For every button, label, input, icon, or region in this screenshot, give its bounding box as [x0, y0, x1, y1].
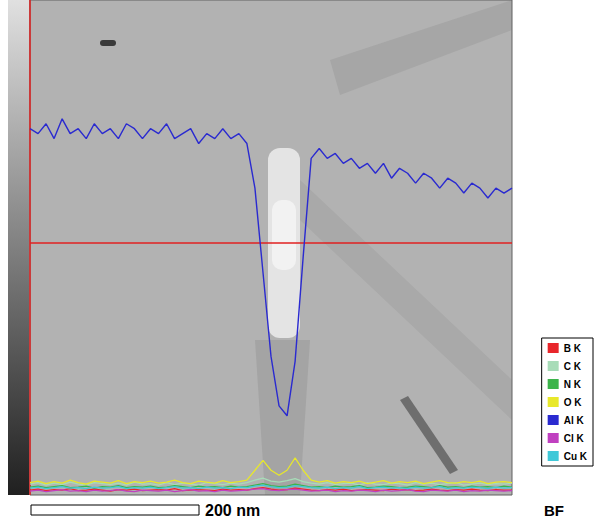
svg-text:200 nm: 200 nm	[205, 502, 260, 519]
svg-text:BF: BF	[544, 502, 564, 519]
svg-text:Al K: Al K	[564, 415, 585, 426]
svg-text:Cl K: Cl K	[564, 433, 585, 444]
svg-text:B K: B K	[564, 343, 582, 354]
svg-text:C K: C K	[564, 361, 582, 372]
svg-text:O K: O K	[564, 397, 583, 408]
svg-text:N K: N K	[564, 379, 582, 390]
svg-text:Cu K: Cu K	[564, 451, 588, 462]
